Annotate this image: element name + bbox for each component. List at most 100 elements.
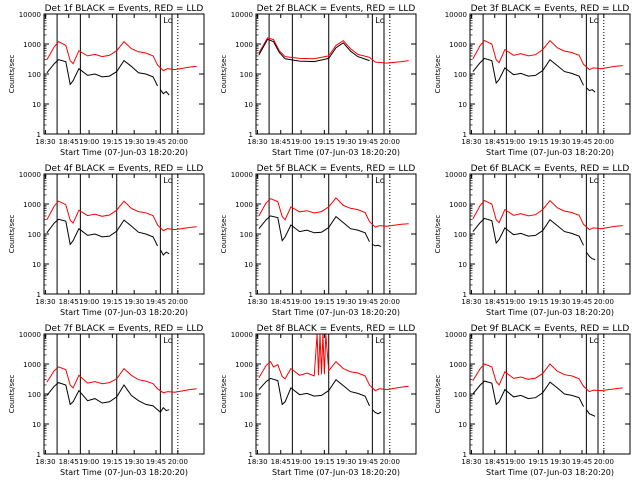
x-tick-label: 18:45 <box>485 458 505 466</box>
chart-title: Det 2f BLACK = Events, RED = LLD <box>257 4 416 14</box>
series-events-line <box>159 249 170 256</box>
series-events-line <box>585 251 596 261</box>
x-tick-label: 20:00 <box>380 138 400 146</box>
marker-label: Lc <box>589 336 598 345</box>
y-tick-label: 1 <box>463 131 467 139</box>
x-tick-label: 18:30 <box>35 298 55 306</box>
series-events-line <box>372 409 382 415</box>
y-tick-label: 1 <box>249 291 253 299</box>
x-tick-label: 18:45 <box>271 298 291 306</box>
chart-1: Det 1f BLACK = Events, RED = LLD Counts/s… <box>8 4 205 157</box>
plot-frame <box>43 13 205 135</box>
y-axis-label: Counts/sec <box>8 55 16 94</box>
y-tick-label: 100 <box>240 71 253 79</box>
y-axis-label: Counts/sec <box>8 375 16 414</box>
x-tick-label: 20:00 <box>380 458 400 466</box>
y-tick-label: 1000 <box>449 41 467 49</box>
chart-title: Det 9f BLACK = Events, RED = LLD <box>471 324 630 334</box>
y-tick-label: 1 <box>37 451 41 459</box>
x-tick-label: 19:15 <box>314 298 334 306</box>
x-tick-label: 19:00 <box>79 458 99 466</box>
y-axis-label: Counts/sec <box>220 215 228 254</box>
x-tick-label: 18:30 <box>247 458 267 466</box>
x-axis-label: Start Time (07-Jun-03 18:20:20) <box>60 148 188 157</box>
y-tick-label: 10 <box>244 101 253 109</box>
x-tick-label: 19:15 <box>528 138 548 146</box>
x-tick-label: 19:30 <box>124 298 144 306</box>
x-tick-label: 19:30 <box>124 458 144 466</box>
x-tick-label: 18:45 <box>485 298 505 306</box>
x-tick-label: 20:00 <box>380 298 400 306</box>
x-tick-label: 19:00 <box>291 298 311 306</box>
plot-frame <box>255 333 417 455</box>
y-tick-label: 1000 <box>235 361 253 369</box>
plot-frame <box>43 173 205 295</box>
x-tick-label: 19:15 <box>528 298 548 306</box>
y-tick-label: 1000 <box>449 201 467 209</box>
series-events-line <box>258 215 370 243</box>
y-tick-label: 100 <box>454 231 467 239</box>
y-tick-label: 1 <box>37 291 41 299</box>
y-tick-label: 10 <box>458 421 467 429</box>
x-axis-label: Start Time (07-Jun-03 18:20:20) <box>60 468 188 477</box>
chart-title: Det 1f BLACK = Events, RED = LLD <box>45 4 204 14</box>
x-tick-label: 18:30 <box>461 458 481 466</box>
x-axis-label: Start Time (07-Jun-03 18:20:20) <box>486 308 614 317</box>
x-tick-label: 19:45 <box>572 458 592 466</box>
plot-frame <box>469 173 631 295</box>
x-tick-label: 20:00 <box>594 298 614 306</box>
y-tick-label: 10000 <box>19 171 41 179</box>
y-tick-label: 10000 <box>445 171 467 179</box>
chart-title: Det 6f BLACK = Events, RED = LLD <box>471 164 630 174</box>
series-lld-line <box>472 199 623 231</box>
series-lld-line <box>46 366 197 394</box>
y-axis-label: Counts/sec <box>220 55 228 94</box>
x-tick-label: 18:30 <box>35 458 55 466</box>
chart-title: Det 8f BLACK = Events, RED = LLD <box>257 324 416 334</box>
y-tick-label: 1 <box>37 131 41 139</box>
y-tick-label: 100 <box>454 391 467 399</box>
plot-frame <box>469 333 631 455</box>
x-tick-label: 19:15 <box>102 458 122 466</box>
series-lld-line <box>258 37 409 64</box>
y-tick-label: 10 <box>32 421 41 429</box>
y-axis-label: Counts/sec <box>434 215 442 254</box>
series-events-line <box>585 409 596 417</box>
marker-label: Lc <box>163 336 172 345</box>
x-axis-label: Start Time (07-Jun-03 18:20:20) <box>486 148 614 157</box>
series-lld-line <box>472 39 623 71</box>
series-lld-line <box>258 197 409 228</box>
y-axis-label: Counts/sec <box>434 55 442 94</box>
x-tick-label: 19:00 <box>505 138 525 146</box>
x-axis-label: Start Time (07-Jun-03 18:20:20) <box>272 308 400 317</box>
marker-label: Lc <box>589 16 598 25</box>
x-tick-label: 20:00 <box>168 458 188 466</box>
x-tick-label: 18:30 <box>247 138 267 146</box>
x-tick-label: 19:15 <box>314 458 334 466</box>
x-tick-label: 18:30 <box>35 138 55 146</box>
x-tick-label: 20:00 <box>594 138 614 146</box>
x-tick-label: 19:45 <box>358 458 378 466</box>
chart-4: Det 4f BLACK = Events, RED = LLD Counts/s… <box>8 164 205 317</box>
y-axis-label: Counts/sec <box>8 215 16 254</box>
y-tick-label: 1000 <box>449 361 467 369</box>
y-tick-label: 10000 <box>19 11 41 19</box>
y-tick-label: 10 <box>32 261 41 269</box>
chart-7: Det 7f BLACK = Events, RED = LLD Counts/s… <box>8 324 205 477</box>
x-tick-label: 19:30 <box>124 138 144 146</box>
chart-title: Det 5f BLACK = Events, RED = LLD <box>257 164 416 174</box>
x-tick-label: 18:45 <box>59 138 79 146</box>
series-lld-line <box>46 40 197 72</box>
x-tick-label: 20:00 <box>594 458 614 466</box>
series-lld-line <box>258 333 409 392</box>
x-tick-label: 19:15 <box>102 138 122 146</box>
y-tick-label: 1 <box>463 291 467 299</box>
y-tick-label: 10000 <box>231 171 253 179</box>
marker-label: Lc <box>589 176 598 185</box>
chart-6: Det 6f BLACK = Events, RED = LLD Counts/s… <box>434 164 631 317</box>
x-axis-label: Start Time (07-Jun-03 18:20:20) <box>60 308 188 317</box>
marker-label: Lc <box>375 16 384 25</box>
x-tick-label: 19:45 <box>146 458 166 466</box>
y-tick-label: 1000 <box>23 201 41 209</box>
